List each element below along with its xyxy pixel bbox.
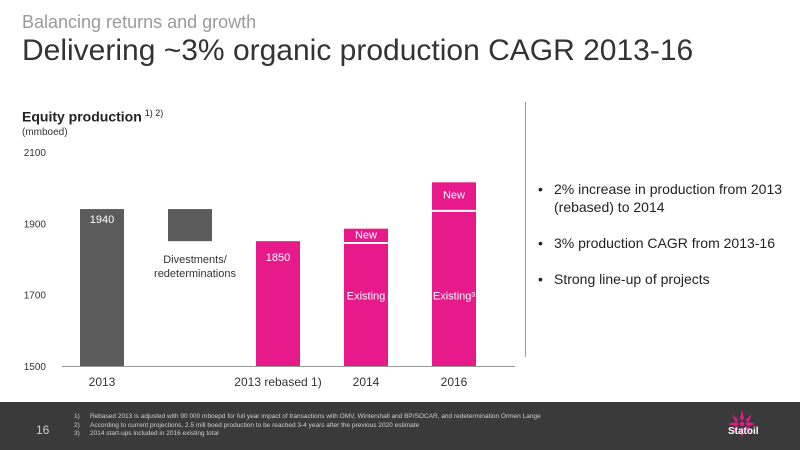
slide-title: Delivering ~3% organic production CAGR 2… — [22, 34, 694, 67]
y-tick-label: 1900 — [24, 219, 47, 230]
bar-annotation-label: Divestments/ — [163, 254, 228, 266]
x-category-label: 2013 rebased 1) — [234, 375, 321, 389]
y-tick-label: 2100 — [24, 148, 47, 159]
equity-production-chart: 2100 1900 1700 1500 1940 Divestments/redeterm… — [24, 148, 515, 389]
footnotes: 1) Rebased 2013 is adjusted with 90 000 m… — [74, 413, 541, 439]
chart-title: Equity production 1) 2) — [22, 108, 163, 125]
statoil-logo-icon — [728, 410, 756, 438]
bar — [256, 241, 300, 366]
logo-text: Statoil — [728, 426, 759, 437]
footnote-text: According to current projections, 2.5 mi… — [90, 421, 420, 429]
bar — [168, 209, 212, 242]
bar-segment-label: New — [443, 189, 465, 201]
footnote-text: Rebased 2013 is adjusted with 90 000 mbo… — [90, 413, 541, 420]
bar — [432, 210, 476, 366]
y-tick-label: 1700 — [24, 291, 47, 302]
y-tick-label: 1500 — [24, 362, 47, 373]
bullet-item: 2% increase in production from 2013 (reb… — [536, 180, 786, 216]
chart-title-notes: 1) 2) — [144, 108, 164, 118]
footnote: 1) Rebased 2013 is adjusted with 90 000 m… — [74, 413, 541, 422]
bar-value-label: 1850 — [266, 252, 290, 264]
x-category-label: 2013 — [89, 375, 116, 389]
bullet-item: Strong line-up of projects — [536, 270, 786, 288]
bar-annotation-label: redeterminations — [154, 268, 236, 280]
bar — [344, 228, 388, 243]
bar — [432, 182, 476, 211]
footnote: 3) 2014 start-ups included in 2016 existi… — [74, 430, 541, 439]
footer-bar: 16 1) Rebased 2013 is adjusted with 90 00… — [0, 402, 800, 450]
bullet-item: 3% production CAGR from 2013-16 — [536, 234, 786, 252]
bar — [344, 242, 388, 366]
x-category-label: 2016 — [441, 375, 468, 389]
bar-value-label: 1940 — [90, 214, 114, 226]
bar — [80, 209, 124, 366]
footnote: 2) According to current projections, 2.5 … — [74, 422, 541, 431]
vertical-divider — [525, 102, 526, 357]
bar-segment-label: Existing — [347, 291, 386, 303]
chart-title-text: Equity production — [22, 108, 142, 125]
footnote-number: 1) — [74, 413, 80, 420]
bar-segment-label: New — [355, 230, 377, 242]
slide-supertitle: Balancing returns and growth — [22, 12, 257, 32]
x-category-label: 2014 — [353, 375, 380, 389]
chart-unit: (mmboed) — [22, 127, 68, 138]
footnote-text: 2014 start-ups included in 2016 existing… — [90, 430, 219, 437]
bullet-list: 2% increase in production from 2013 (reb… — [536, 180, 786, 306]
page-number: 16 — [36, 423, 50, 437]
footnote-number: 3) — [74, 430, 80, 437]
footnote-number: 2) — [74, 421, 80, 429]
bar-segment-label: Existing³ — [433, 291, 476, 303]
